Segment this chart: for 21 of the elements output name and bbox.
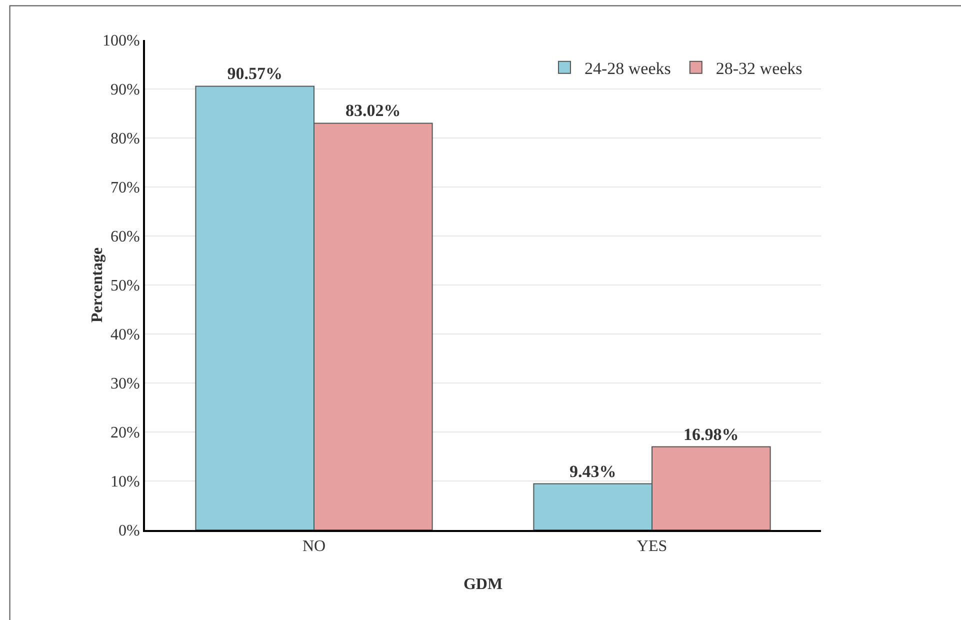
y-axis-title: Percentage <box>89 247 106 323</box>
data-label: 16.98% <box>684 424 739 444</box>
y-tick-label: 50% <box>110 278 140 295</box>
y-tick-label: 10% <box>110 474 140 491</box>
data-label: 83.02% <box>346 101 401 120</box>
y-tick-label: 30% <box>110 376 140 393</box>
y-tick-label: 0% <box>118 522 140 540</box>
y-tick-label: 60% <box>110 228 140 246</box>
data-label: 90.57% <box>227 64 282 84</box>
legend-label: 24-28 weeks <box>584 58 671 78</box>
y-tick-label: 20% <box>110 424 140 442</box>
y-tick-label: 40% <box>110 326 140 344</box>
x-tick-label: NO <box>302 538 326 556</box>
legend-label: 28-32 weeks <box>716 58 802 78</box>
data-label: 9.43% <box>569 462 616 481</box>
y-tick-label: 80% <box>110 130 140 148</box>
y-tick-label: 70% <box>110 180 140 197</box>
y-tick-label: 90% <box>110 82 140 99</box>
x-axis-title: GDM <box>463 576 503 593</box>
y-tick-label: 100% <box>102 32 140 50</box>
x-tick-label: YES <box>636 538 668 556</box>
